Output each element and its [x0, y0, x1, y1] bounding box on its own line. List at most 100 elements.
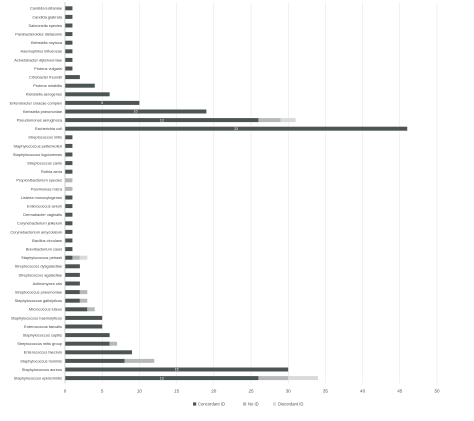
bar-discordant-id-staphylococcus-petrasii — [79, 255, 88, 260]
bar-concordant-id-streptococcus-canis — [65, 161, 73, 166]
x-tick-label-10: 10 — [137, 388, 143, 393]
category-label-haemophilus-influenzae: Haemophilus influenzae — [20, 49, 62, 54]
category-label-streptococcus-pneumoniae: Streptococcus pneumoniae — [15, 290, 62, 295]
x-tick-label-0: 0 — [64, 388, 67, 393]
bar-no-id-staphylococcus-hominis — [124, 358, 155, 363]
x-tick-label-50: 50 — [434, 388, 440, 393]
bar-concordant-id-corynebacterium-jeikeium — [65, 221, 73, 226]
category-label-enterococcus-faecalis: Enterococcus faecalis — [24, 324, 62, 329]
legend-label-concordant-id: Concordant ID — [198, 401, 225, 406]
x-tick-label-45: 45 — [397, 388, 403, 393]
bar-concordant-id-staphylococcus-epidermidis — [65, 376, 259, 381]
category-label-streptococcus-dysgalactiae: Streptococcus dysgalactiae — [15, 264, 62, 269]
gridlines — [64, 2, 438, 384]
bar-no-id-staphylococcus-gallolyticus — [79, 298, 88, 303]
bar-no-id-parvimonas-micra — [65, 186, 73, 191]
bar-no-id-streptococcus-pneumoniae — [79, 290, 88, 295]
bar-no-id-staphylococcus-epidermidis — [258, 376, 289, 381]
category-label-staphylococcus-petrasii: Staphylococcus petrasii — [21, 255, 62, 260]
category-label-dermabacter-vaginalis: Dermabacter vaginalis — [23, 212, 62, 217]
data-label-staphylococcus-aureus: 15 — [175, 368, 179, 372]
bar-concordant-id-proteus-vulgaris — [65, 66, 73, 71]
bar-no-id-micrococcus-luteus — [87, 307, 95, 312]
bar-concordant-id-staphylococcus-gallolyticus — [65, 298, 80, 303]
legend-swatch-no-id — [243, 402, 247, 406]
bar-concordant-id-micrococcus-luteus — [65, 307, 88, 312]
bar-concordant-id-enterobacter-cloacae-complex — [65, 100, 140, 105]
category-label-bacillus-circulans: Bacillus circulans — [32, 238, 62, 243]
bar-concordant-id-listeria-monocytogenes — [65, 195, 73, 200]
bar-concordant-id-acinetobacter-dijkshoorniae — [65, 57, 73, 62]
bar-no-id-pseudomonas-aeruginosa — [258, 118, 281, 123]
data-label-klebsiella-pneumoniae: 10 — [134, 110, 138, 114]
category-label-enterococcus-faecium: Enterococcus faecium — [24, 350, 62, 355]
category-label-salmonella-species: Salmonella species — [28, 23, 62, 28]
bar-concordant-id-dermabacter-vaginalis — [65, 212, 73, 217]
bar-concordant-id-streptococcus-agalactiae — [65, 272, 80, 277]
bar-concordant-id-klebsiella-pneumoniae — [65, 109, 207, 114]
bar-concordant-id-parabacteroides-distasonis — [65, 32, 73, 37]
legend: Concordant ID No ID Discordant ID — [193, 401, 303, 406]
bar-concordant-id-bacillus-circulans — [65, 238, 73, 243]
category-label-streptococcus-canis: Streptococcus canis — [27, 161, 62, 166]
category-label-micrococcus-luteus: Micrococcus luteus — [29, 307, 62, 312]
x-tick-label-5: 5 — [101, 388, 104, 393]
bar-concordant-id-enterococcus-avium — [65, 204, 73, 209]
category-label-proteus-vulgaris: Proteus vulgaris — [34, 66, 62, 71]
category-label-acinetobacter-dijkshoorniae: Acinetobacter dijkshoorniae — [14, 57, 62, 62]
category-label-streptococcus-mitis: Streptococcus mitis — [28, 135, 62, 140]
category-label-rothia-aeria: Rothia aeria — [41, 169, 63, 174]
category-label-pseudomonas-aeruginosa: Pseudomonas aeruginosa — [17, 118, 63, 123]
data-labels: 5 10 13 23 15 13 — [101, 101, 238, 380]
bar-no-id-staphylococcus-petrasii — [72, 255, 80, 260]
category-label-enterococcus-avium: Enterococcus avium — [27, 204, 62, 209]
category-label-staphylococcus-epidermidis: Staphylococcus epidermidis — [14, 376, 62, 381]
legend-label-discordant-id: Discordant ID — [278, 401, 303, 406]
x-tick-label-25: 25 — [248, 388, 254, 393]
data-label-escherichia-coli: 23 — [234, 127, 238, 131]
bar-concordant-id-klebsiella-aerogenes — [65, 92, 110, 97]
bar-concordant-id-staphylococcus-lugdunensis — [65, 152, 73, 157]
bar-concordant-id-staphylococcus-capitis — [65, 333, 110, 338]
bar-discordant-id-pseudomonas-aeruginosa — [280, 118, 296, 123]
data-label-pseudomonas-aeruginosa: 13 — [160, 118, 164, 122]
category-label-staphylococcus-hominis: Staphylococcus hominis — [20, 358, 62, 363]
bar-concordant-id-citrobacter-freundii — [65, 75, 80, 80]
x-tick-label-40: 40 — [360, 388, 366, 393]
data-label-staphylococcus-epidermidis: 13 — [160, 376, 164, 380]
bar-concordant-id-corynebacterium-amycolatum — [65, 229, 73, 234]
legend-swatch-concordant-id — [193, 402, 197, 406]
bar-concordant-id-enterococcus-faecium — [65, 350, 132, 355]
category-label-staphylococcus-aureus: Staphylococcus aureus — [22, 367, 62, 372]
legend-swatch-discordant-id — [273, 402, 277, 406]
x-axis-ticks: 0 5 10 15 20 25 30 35 40 45 50 — [64, 388, 440, 393]
bar-concordant-id-staphylococcus-haemolyticus — [65, 315, 103, 320]
category-label-parabacteroides-distasonis: Parabacteroides distasonis — [15, 32, 62, 37]
bar-concordant-id-rothia-aeria — [65, 169, 73, 174]
category-label-enterobacter-cloacae-complex: Enterobacter cloacae complex — [10, 100, 62, 105]
bar-marks — [65, 6, 408, 381]
bar-concordant-id-salmonella-species — [65, 23, 73, 28]
category-label-candida-lusitaniae: Candida lusitaniae — [30, 6, 62, 11]
x-tick-label-15: 15 — [174, 388, 180, 393]
category-label-streptococcus-mitis-group: Streptococcus mitis group — [17, 341, 62, 346]
bar-concordant-id-actinomyces-oris — [65, 281, 80, 286]
data-label-enterobacter-cloacae-complex: 5 — [101, 101, 103, 105]
category-label-escherichia-coli: Escherichia coli — [35, 126, 62, 131]
category-label-staphylococcus-haemolyticus: Staphylococcus haemolyticus — [11, 315, 62, 320]
category-label-propionibacterium-species: Propionibacterium species — [16, 178, 62, 183]
x-tick-label-20: 20 — [211, 388, 217, 393]
category-labels: Candida lusitaniae Candida glabrata Salmon… — [10, 6, 63, 381]
bar-concordant-id-streptococcus-mitis-group — [65, 341, 110, 346]
category-label-staphylococcus-pettenkoferi: Staphylococcus pettenkoferi — [13, 143, 62, 148]
category-label-klebsiella-pneumoniae: Klebsiella pneumoniae — [23, 109, 62, 114]
bar-concordant-id-streptococcus-mitis — [65, 135, 73, 140]
category-label-citrobacter-freundii: Citrobacter freundii — [29, 75, 62, 80]
bar-concordant-id-candida-glabrata — [65, 14, 73, 19]
bar-concordant-id-proteus-mirabilis — [65, 83, 95, 88]
bar-concordant-id-streptococcus-pneumoniae — [65, 290, 80, 295]
bar-concordant-id-streptococcus-dysgalactiae — [65, 264, 80, 269]
category-label-klebsiella-oxytoca: Klebsiella oxytoca — [31, 40, 63, 45]
category-label-listeria-monocytogenes: Listeria monocytogenes — [21, 195, 62, 200]
